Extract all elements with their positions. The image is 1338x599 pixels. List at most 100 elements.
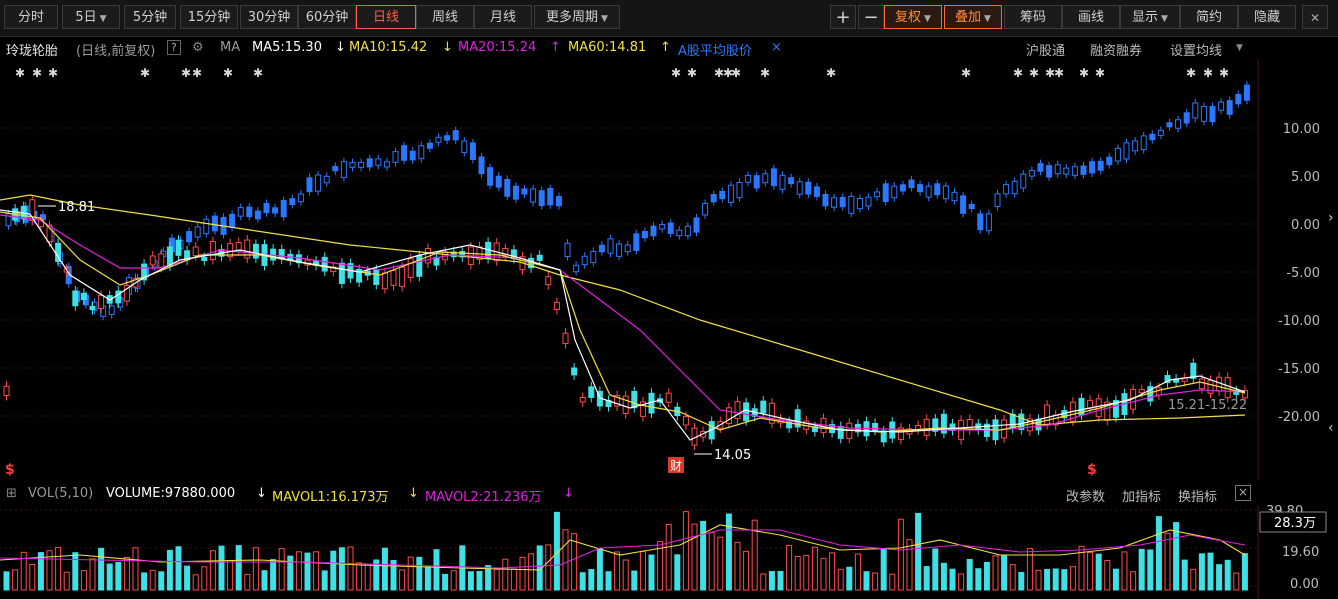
- dividend-icon[interactable]: $: [1087, 462, 1097, 478]
- tab-15min[interactable]: 15分钟: [180, 5, 238, 29]
- compare-candle: [211, 215, 218, 232]
- right-edge-arrow-icon[interactable]: ›: [1328, 210, 1334, 226]
- volume-bar: [1224, 559, 1231, 591]
- vol-axis-zero: 0.00: [1290, 577, 1319, 592]
- candle: [72, 290, 79, 307]
- event-marker-icon: ✱: [731, 66, 741, 80]
- volume-bar: [407, 556, 414, 591]
- volume-bar: [639, 550, 646, 591]
- volume-bar: [1241, 553, 1248, 591]
- compare-candle: [925, 185, 932, 198]
- tab-more-periods[interactable]: 更多周期 ▼: [534, 5, 620, 29]
- indicator-bar: 玲珑轮胎 (日线,前复权) ? ⚙ MA MA5:15.30 ↓ MA10:15…: [0, 38, 1338, 60]
- volume-bar: [1173, 522, 1180, 591]
- candle: [725, 407, 732, 424]
- compare-candle: [487, 167, 494, 186]
- volume-bar: [1009, 564, 1016, 591]
- candle: [1241, 389, 1248, 399]
- candle: [29, 199, 36, 221]
- event-marker-icon: ✱: [1219, 66, 1229, 80]
- ma5-arrow-icon: ↓: [335, 40, 346, 55]
- avg-price-label[interactable]: A股平均股价: [678, 44, 752, 59]
- volume-bar: [373, 559, 380, 591]
- compare-candle: [469, 142, 476, 161]
- ma20-line: [0, 214, 1246, 431]
- compare-candle: [297, 193, 304, 203]
- switch-indicator-button[interactable]: 换指标: [1178, 490, 1218, 505]
- tab-monthly[interactable]: 月线: [474, 5, 532, 29]
- tab-60min[interactable]: 60分钟: [298, 5, 356, 29]
- display-button[interactable]: 显示 ▼: [1120, 5, 1180, 29]
- link-ma-settings[interactable]: 设置均线: [1170, 44, 1223, 59]
- volume-bar: [648, 554, 655, 591]
- close-icon[interactable]: ✕: [1302, 5, 1328, 29]
- compare-candle: [366, 158, 373, 168]
- close-icon[interactable]: ×: [1235, 485, 1251, 501]
- compare-candle: [702, 202, 709, 216]
- volume-bars: [3, 511, 1248, 591]
- volume-bar: [837, 568, 844, 591]
- volume-bar: [63, 571, 70, 591]
- chip-distribution-button[interactable]: 筹码: [1004, 5, 1062, 29]
- dividend-icon[interactable]: $: [5, 462, 15, 478]
- candle: [536, 254, 543, 261]
- volume-bar: [390, 560, 397, 591]
- volume-arrow-icon: ↓: [256, 486, 267, 501]
- candle: [682, 416, 689, 426]
- volume-indicator-bar: ⊞ VOL(5,10) VOLUME:97880.000 ↓ MAVOL1:16…: [0, 485, 1338, 505]
- compare-candle: [555, 196, 562, 207]
- volume-bar: [261, 570, 268, 591]
- help-icon[interactable]: ?: [167, 40, 181, 55]
- tab-weekly[interactable]: 周线: [416, 5, 474, 29]
- draw-line-button[interactable]: 画线: [1062, 5, 1120, 29]
- tab-intraday[interactable]: 分时: [4, 5, 58, 29]
- hide-button[interactable]: 隐藏: [1238, 5, 1296, 29]
- compare-candle: [1106, 156, 1113, 166]
- chevron-down-icon: ▼: [1236, 43, 1243, 53]
- volume-bar: [485, 565, 492, 591]
- compare-candle: [340, 161, 347, 179]
- compare-candle: [1011, 180, 1018, 195]
- add-indicator-button[interactable]: 加指标: [1122, 490, 1162, 505]
- compare-candle: [856, 197, 863, 210]
- edit-params-button[interactable]: 改参数: [1066, 490, 1106, 505]
- compare-candle: [246, 206, 253, 218]
- compare-candle: [409, 150, 416, 161]
- compare-avg-price-candles: [5, 81, 1250, 321]
- volume-bar: [949, 568, 956, 591]
- candlestick-chart[interactable]: ✱ ✱ ✱ ✱ ✱ ✱ ✱ ✱ ✱ ✱ ✱✱✱ ✱ ✱ ✱ ✱ ✱ ✱✱ ✱ ✱ ✱ ✱ ✱ 10.005.000.00-…: [0, 60, 1338, 480]
- compare-candle: [934, 183, 941, 196]
- tab-30min[interactable]: 30分钟: [240, 5, 298, 29]
- volume-bar: [983, 561, 990, 591]
- candle: [175, 239, 182, 256]
- compare-candle: [693, 217, 700, 233]
- finance-badge-text: 财: [670, 459, 682, 473]
- volume-bar: [966, 558, 973, 591]
- volume-bar: [975, 568, 982, 591]
- gear-icon[interactable]: ⚙: [192, 40, 204, 55]
- event-marker-icon: ✱: [181, 66, 191, 80]
- volume-bar: [295, 551, 302, 591]
- volume-bar: [545, 544, 552, 591]
- right-edge-arrow-icon[interactable]: ‹: [1328, 420, 1334, 436]
- collapse-icon[interactable]: ⊞: [6, 486, 17, 501]
- tab-daily[interactable]: 日线: [356, 5, 416, 29]
- volume-chart[interactable]: 39.80 28.3万 19.60 0.00: [0, 505, 1338, 599]
- zoom-in-button[interactable]: +: [830, 5, 856, 29]
- tab-5day[interactable]: 5日 ▼: [62, 5, 120, 29]
- link-margin-trading[interactable]: 融资融券: [1090, 44, 1143, 59]
- compare-candle: [1063, 167, 1070, 175]
- compare-candle: [426, 142, 433, 149]
- overlay-button[interactable]: 叠加 ▼: [944, 5, 1002, 29]
- finance-badge[interactable]: 财: [668, 457, 684, 473]
- simple-mode-button[interactable]: 简约: [1180, 5, 1238, 29]
- compare-candle: [272, 207, 279, 214]
- close-icon[interactable]: ×: [771, 40, 782, 55]
- mavol1-value: MAVOL1:16.173万: [272, 490, 389, 505]
- candle: [631, 391, 638, 409]
- adjust-price-button[interactable]: 复权 ▼: [884, 5, 942, 29]
- price-axis: 10.00 5.00 0.00 -5.00 -10.00 -15.00 -20.00: [1278, 122, 1320, 425]
- link-shanghai-connect[interactable]: 沪股通: [1026, 44, 1066, 59]
- tab-5min[interactable]: 5分钟: [124, 5, 176, 29]
- zoom-out-button[interactable]: −: [858, 5, 884, 29]
